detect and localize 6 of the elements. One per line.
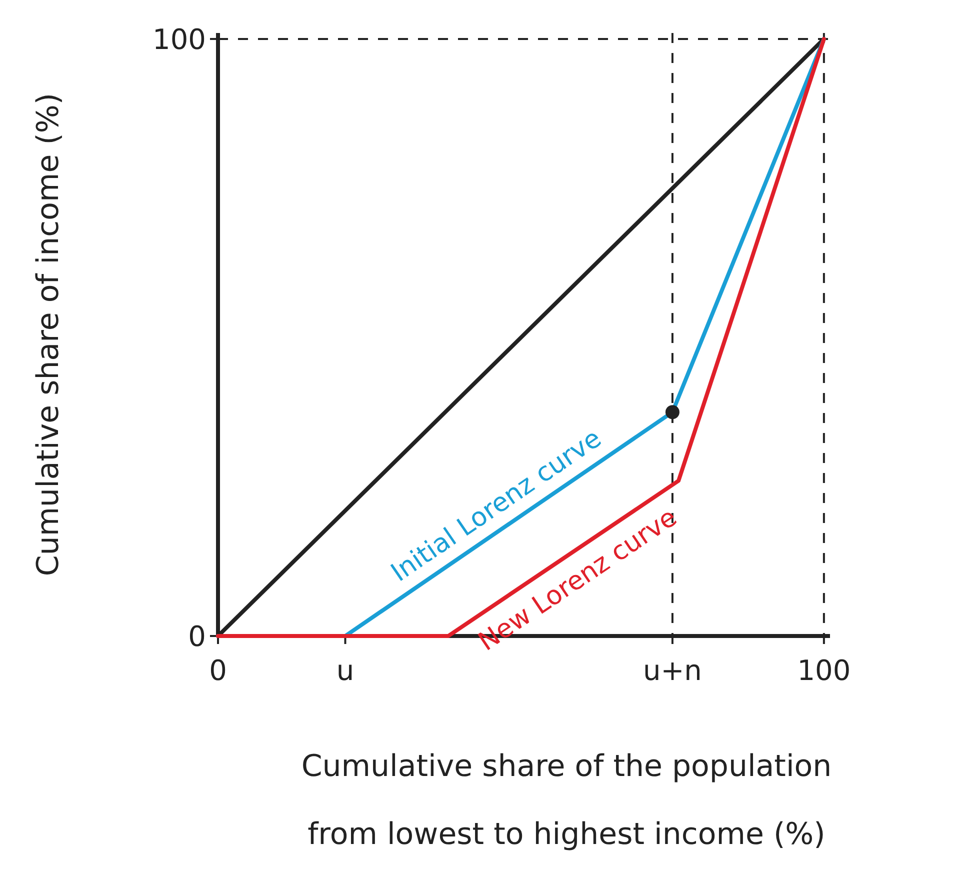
x-tick-label: u bbox=[336, 654, 354, 687]
x-tick-label: u+n bbox=[642, 654, 702, 687]
x-tick-label: 100 bbox=[797, 654, 851, 687]
x-axis-title: Cumulative share of the population from lowest to highest income (%) bbox=[301, 749, 832, 852]
y-axis-title: Cumulative share of income (%) bbox=[31, 92, 66, 576]
x-tick-label: 0 bbox=[209, 654, 227, 687]
